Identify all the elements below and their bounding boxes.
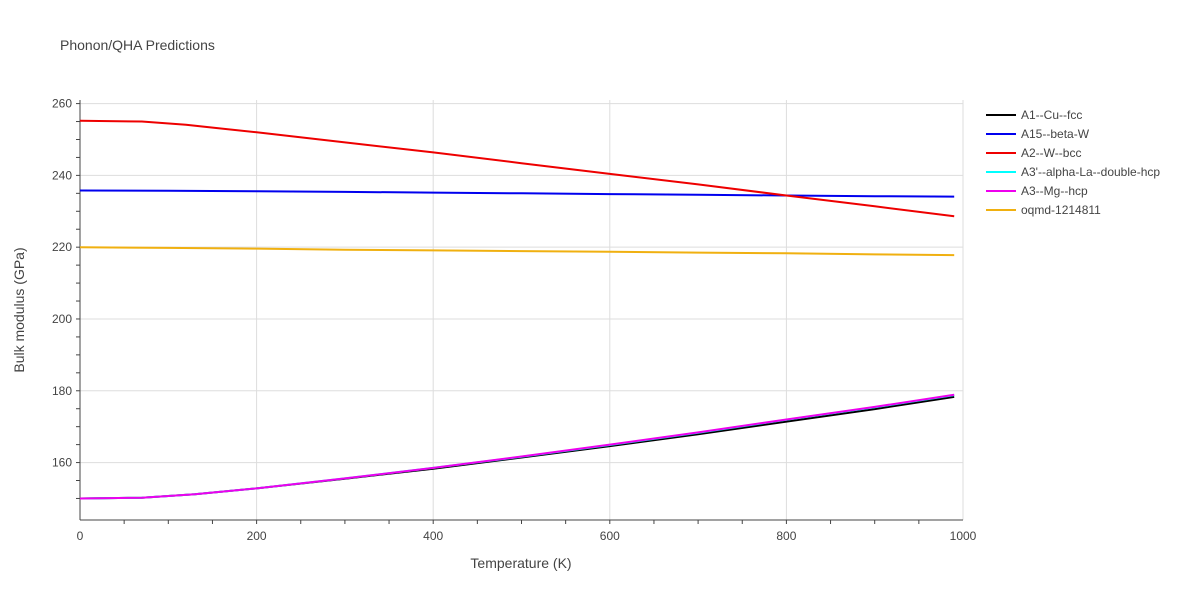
series-line-a1-cu-fcc — [79, 395, 955, 500]
series-line-oqmd-1214811 — [79, 246, 955, 257]
y-tick-label: 260 — [52, 97, 72, 111]
series-line-a15-beta-w — [79, 189, 955, 198]
series-line-a3-mg-hcp — [79, 393, 955, 500]
legend-label: A2--W--bcc — [1021, 146, 1081, 160]
x-tick-label: 0 — [77, 529, 84, 543]
legend-label: A3'--alpha-La--double-hcp — [1021, 165, 1160, 179]
series-line-a2-w-bcc — [79, 119, 955, 218]
legend-label: oqmd-1214811 — [1021, 203, 1101, 217]
x-axis-title: Temperature (K) — [470, 555, 571, 571]
y-tick-label: 200 — [52, 312, 72, 326]
y-tick-label: 220 — [52, 240, 72, 254]
legend: A1--Cu--fcc A15--beta-W A2--W--bcc A3'--alp… — [986, 108, 1160, 217]
x-tick-label: 1000 — [950, 529, 977, 543]
chart-title: Phonon/QHA Predictions — [60, 37, 215, 53]
x-tick-label: 200 — [247, 529, 267, 543]
y-tick-label: 180 — [52, 384, 72, 398]
x-tick-label: 800 — [776, 529, 796, 543]
axes: 0 200 400 600 800 1000 160 180 200 220 240 260 — [52, 97, 977, 543]
y-axis-title: Bulk modulus (GPa) — [11, 247, 27, 372]
series-line-a3-alpha-la-double-hcp — [79, 394, 955, 500]
y-tick-label: 160 — [52, 456, 72, 470]
legend-label: A3--Mg--hcp — [1021, 184, 1088, 198]
x-tick-label: 600 — [600, 529, 620, 543]
legend-label: A15--beta-W — [1021, 127, 1090, 141]
legend-label: A1--Cu--fcc — [1021, 108, 1082, 122]
series-lines — [79, 119, 955, 500]
grid-lines — [80, 100, 964, 520]
x-tick-label: 400 — [423, 529, 443, 543]
y-tick-label: 240 — [52, 168, 72, 182]
